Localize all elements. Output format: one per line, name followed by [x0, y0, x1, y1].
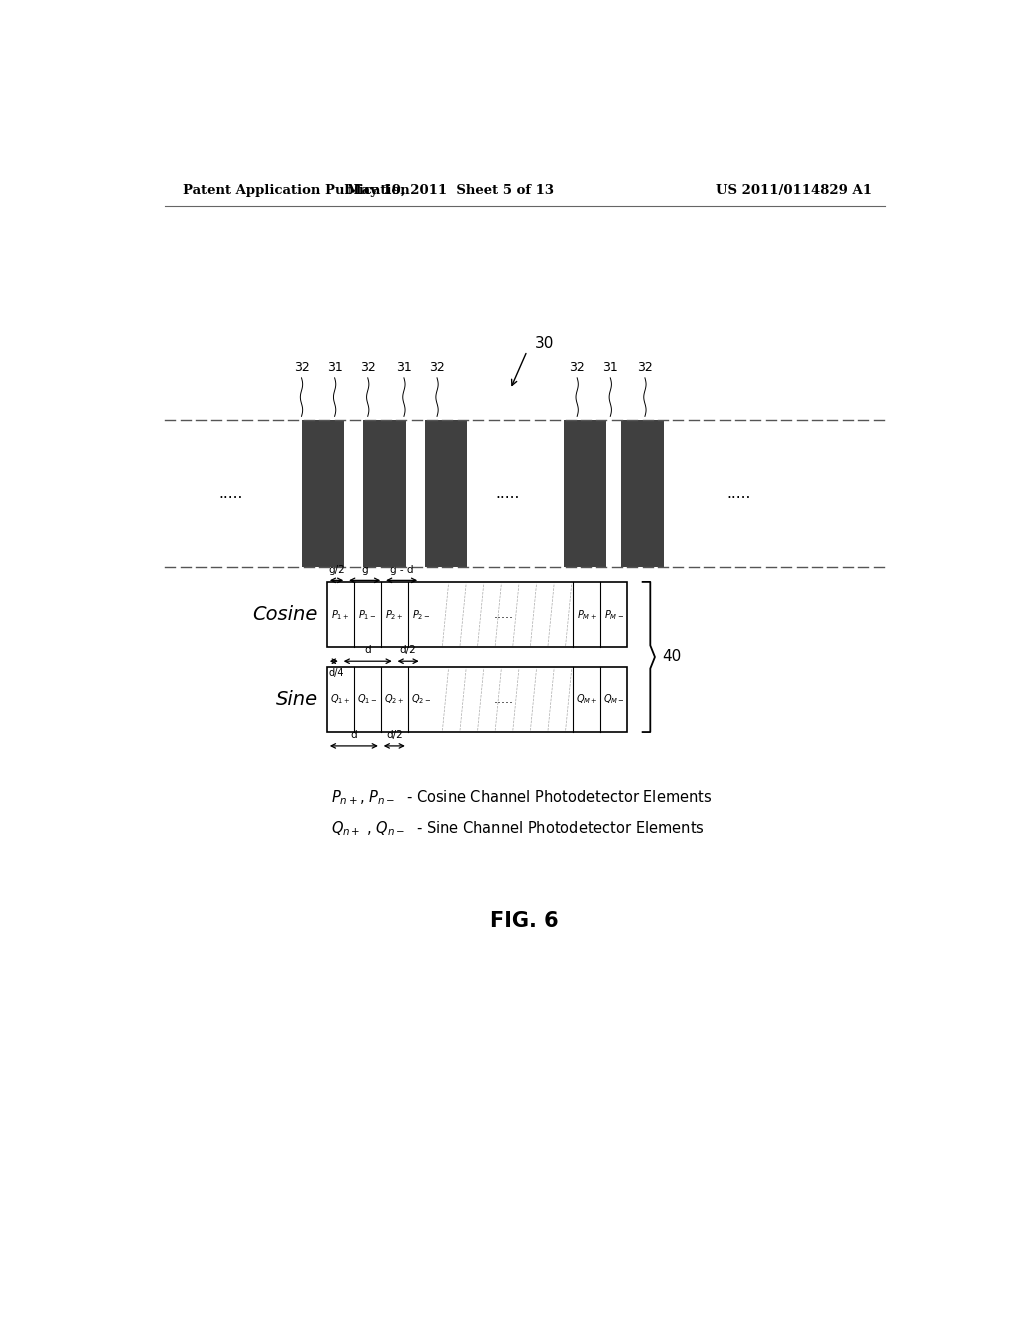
Text: $P_{1+}$: $P_{1+}$ [331, 607, 349, 622]
Text: 32: 32 [637, 360, 652, 374]
Text: $P_{n+}$, $P_{n-}$  - Cosine Channel Photodetector Elements: $P_{n+}$, $P_{n-}$ - Cosine Channel Phot… [331, 788, 712, 807]
Text: 40: 40 [662, 649, 681, 664]
Text: FIG. 6: FIG. 6 [490, 911, 559, 931]
Bar [425, 420, 467, 566]
Text: 31: 31 [602, 360, 618, 374]
Bar [327, 667, 628, 733]
Text: $Q_{1+}$: $Q_{1+}$ [331, 693, 350, 706]
Text: US 2011/0114829 A1: US 2011/0114829 A1 [716, 185, 871, 197]
Text: 32: 32 [294, 360, 309, 374]
Text: d: d [350, 730, 357, 739]
Text: .....: ..... [494, 609, 514, 622]
Text: $Q_{2-}$: $Q_{2-}$ [411, 693, 431, 706]
Text: $Q_{M-}$: $Q_{M-}$ [603, 693, 625, 706]
Text: $Q_{2+}$: $Q_{2+}$ [384, 693, 404, 706]
Text: $P_{2-}$: $P_{2-}$ [412, 607, 430, 622]
Text: $P_{2+}$: $P_{2+}$ [385, 607, 403, 622]
Text: Sine: Sine [275, 690, 317, 709]
Text: 30: 30 [535, 335, 554, 351]
Text: $Q_{n+}$ , $Q_{n-}$  - Sine Channel Photodetector Elements: $Q_{n+}$ , $Q_{n-}$ - Sine Channel Photo… [331, 818, 705, 838]
Text: 32: 32 [359, 360, 376, 374]
Text: Patent Application Publication: Patent Application Publication [183, 185, 410, 197]
Text: .....: ..... [494, 693, 514, 706]
Text: Cosine: Cosine [252, 605, 317, 624]
Text: $Q_{1-}$: $Q_{1-}$ [357, 693, 378, 706]
Bar [563, 420, 606, 566]
Text: g - d: g - d [390, 565, 414, 576]
Text: $Q_{M+}$: $Q_{M+}$ [575, 693, 598, 706]
Text: 31: 31 [327, 360, 342, 374]
Text: g/2: g/2 [328, 565, 345, 576]
Text: d/4: d/4 [329, 668, 344, 678]
Text: .....: ..... [218, 486, 243, 500]
Text: 31: 31 [396, 360, 412, 374]
Text: May 19, 2011  Sheet 5 of 13: May 19, 2011 Sheet 5 of 13 [346, 185, 554, 197]
Text: $P_{M-}$: $P_{M-}$ [604, 607, 624, 622]
Text: g: g [361, 565, 368, 576]
Text: d/2: d/2 [399, 645, 417, 655]
Text: d: d [365, 645, 371, 655]
Text: $P_{M+}$: $P_{M+}$ [577, 607, 597, 622]
Text: 32: 32 [429, 360, 444, 374]
Text: .....: ..... [727, 486, 751, 500]
Bar [302, 420, 344, 566]
Text: d/2: d/2 [386, 730, 402, 739]
Bar [364, 420, 406, 566]
Text: 32: 32 [569, 360, 585, 374]
Text: .....: ..... [496, 486, 520, 500]
Bar [622, 420, 664, 566]
Bar [327, 582, 628, 647]
Text: $P_{1-}$: $P_{1-}$ [358, 607, 377, 622]
